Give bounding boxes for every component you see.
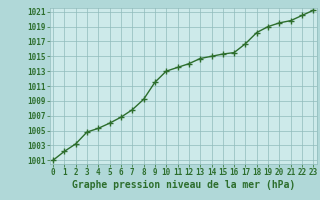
X-axis label: Graphe pression niveau de la mer (hPa): Graphe pression niveau de la mer (hPa) [72, 180, 295, 190]
